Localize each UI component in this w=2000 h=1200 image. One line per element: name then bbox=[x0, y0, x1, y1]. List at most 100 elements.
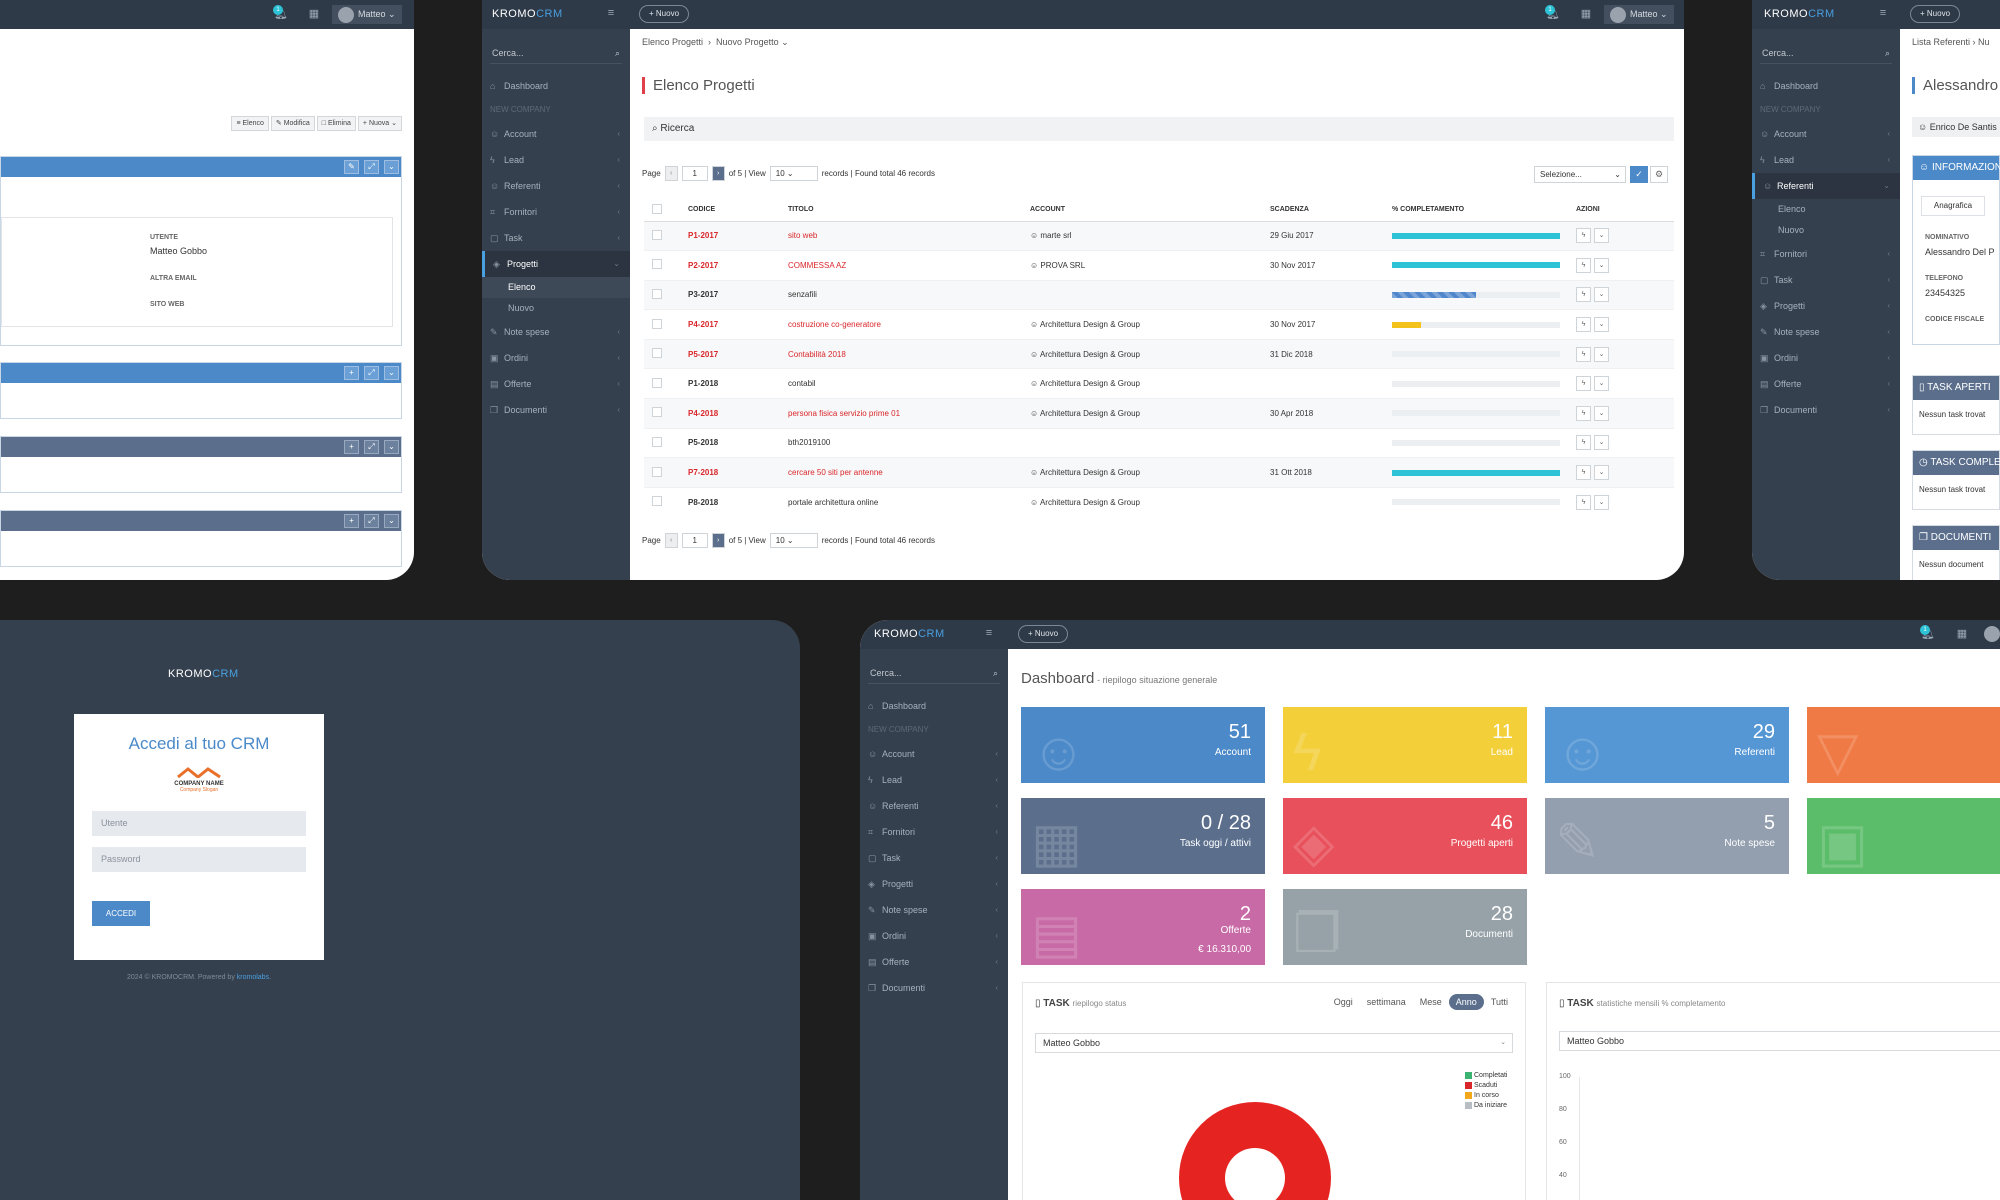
legend-item[interactable]: In corso bbox=[1465, 1091, 1507, 1101]
sidebar-subitem-elenco[interactable]: Elenco bbox=[1778, 204, 1806, 214]
sidebar-item-account[interactable]: ☺ Account ‹ bbox=[860, 741, 1008, 767]
column-titolo[interactable]: TITOLO bbox=[780, 199, 1022, 222]
bolt-icon[interactable]: ϟ bbox=[1576, 287, 1591, 303]
sidebar-item-account[interactable]: ☺ Account ‹ bbox=[482, 121, 630, 147]
project-code[interactable]: P1-2017 bbox=[680, 220, 780, 251]
breadcrumb-item[interactable]: Lista Referenti bbox=[1912, 37, 1971, 47]
project-code[interactable]: P7-2018 bbox=[680, 457, 780, 488]
sidebar-item-dashboard[interactable]: ⌂ Dashboard bbox=[482, 73, 630, 99]
stat-tile[interactable]: ◈ 46 Progetti aperti bbox=[1283, 798, 1527, 874]
password-field[interactable]: Password bbox=[92, 847, 306, 872]
new-button[interactable]: + Nuovo bbox=[639, 5, 690, 23]
chevron-down-icon[interactable]: ⌄ bbox=[1594, 287, 1609, 303]
bolt-icon[interactable]: ϟ bbox=[1576, 376, 1591, 392]
sidebar-item-ordini[interactable]: ▣ Ordini ‹ bbox=[1752, 345, 1900, 371]
sidebar-item-note-spese[interactable]: ✎ Note spese ‹ bbox=[482, 319, 630, 345]
bolt-icon[interactable]: ϟ bbox=[1576, 228, 1591, 244]
bolt-icon[interactable]: ϟ bbox=[1576, 317, 1591, 333]
project-title[interactable]: senzafili bbox=[780, 279, 1022, 310]
table-row[interactable]: P1-2018 contabil ☺ Architettura Design & G… bbox=[644, 368, 1674, 399]
stat-tile[interactable]: ϟ 11 Lead bbox=[1283, 707, 1527, 783]
search-input[interactable]: ⌕ Ricerca bbox=[644, 117, 1674, 141]
avatar[interactable] bbox=[1984, 626, 2000, 642]
edit-icon[interactable]: ✎ bbox=[344, 160, 359, 174]
chevron-down-icon[interactable]: ⌄ bbox=[1594, 317, 1609, 333]
hamburger-icon[interactable]: ≡ bbox=[607, 7, 615, 19]
table-row[interactable]: P8-2018 portale architettura online ☺ Arch… bbox=[644, 486, 1674, 517]
project-title[interactable]: cercare 50 siti per antenne bbox=[780, 457, 1022, 488]
project-title[interactable]: contabil bbox=[780, 368, 1022, 399]
breadcrumb-item[interactable]: Nuovo Progetto bbox=[716, 37, 779, 47]
project-title[interactable]: bth2019100 bbox=[780, 427, 1022, 458]
bolt-icon[interactable]: ϟ bbox=[1576, 435, 1591, 451]
elenco-button[interactable]: ≡ Elenco bbox=[231, 116, 269, 131]
project-account[interactable]: ☺ Architettura Design & Group bbox=[1022, 398, 1262, 429]
sidebar-item-offerte[interactable]: ▤ Offerte ‹ bbox=[482, 371, 630, 397]
sidebar-item-progetti[interactable]: ◈ Progetti ‹ bbox=[860, 871, 1008, 897]
sidebar-item-account[interactable]: ☺ Account ‹ bbox=[1752, 121, 1900, 147]
calendar-icon[interactable]: ▦ bbox=[308, 8, 320, 20]
sidebar-item-ordini[interactable]: ▣ Ordini ‹ bbox=[482, 345, 630, 371]
bulk-select[interactable]: Selezione... ⌄ bbox=[1534, 166, 1626, 183]
row-checkbox[interactable] bbox=[644, 309, 680, 340]
row-checkbox[interactable] bbox=[644, 457, 680, 488]
collapse-icon[interactable]: ⌄ bbox=[384, 440, 399, 454]
search-input[interactable]: Cerca... ⌕ bbox=[490, 42, 622, 64]
hamburger-icon[interactable]: ≡ bbox=[985, 627, 993, 639]
chevron-down-icon[interactable]: ⌄ bbox=[1594, 465, 1609, 481]
column-completamento[interactable]: % COMPLETAMENTO bbox=[1384, 199, 1568, 222]
row-checkbox[interactable] bbox=[644, 250, 680, 281]
chevron-down-icon[interactable]: ⌄ bbox=[1594, 494, 1609, 510]
select-all-checkbox[interactable] bbox=[644, 199, 680, 222]
sidebar-item-lead[interactable]: ϟ Lead ‹ bbox=[1752, 147, 1900, 173]
bolt-icon[interactable]: ϟ bbox=[1576, 405, 1591, 421]
project-title[interactable]: Contabilità 2018 bbox=[780, 338, 1022, 369]
table-row[interactable]: P4-2017 costruzione co-generatore ☺ Archit… bbox=[644, 309, 1674, 340]
user-select[interactable]: Matteo Gobbo bbox=[1559, 1031, 2000, 1051]
period-option[interactable]: settimana bbox=[1366, 997, 1406, 1007]
breadcrumb-item[interactable]: Nu bbox=[1978, 37, 1990, 47]
expand-icon[interactable]: ⤢ bbox=[364, 514, 379, 528]
chevron-down-icon[interactable]: ⌄ bbox=[1594, 435, 1609, 451]
project-code[interactable]: P8-2018 bbox=[680, 486, 780, 517]
sidebar-item-dashboard[interactable]: ⌂ Dashboard bbox=[860, 693, 1008, 719]
legend-item[interactable]: Completati bbox=[1465, 1071, 1507, 1081]
sidebar-item-referenti[interactable]: ☺ Referenti ⌄ bbox=[1752, 173, 1900, 199]
stat-tile[interactable]: ▦ 0 / 28 Task oggi / attivi bbox=[1021, 798, 1265, 874]
sidebar-item-documenti[interactable]: ❐ Documenti ‹ bbox=[482, 397, 630, 423]
bolt-icon[interactable]: ϟ bbox=[1576, 465, 1591, 481]
kromolabs-link[interactable]: kromolabs bbox=[236, 974, 270, 981]
row-checkbox[interactable] bbox=[644, 338, 680, 369]
tab-anagrafica[interactable]: Anagrafica bbox=[1921, 196, 1985, 216]
elimina-button[interactable]: □ Elimina bbox=[316, 116, 356, 131]
project-code[interactable]: P5-2017 bbox=[680, 338, 780, 369]
modifica-button[interactable]: ✎ Modifica bbox=[270, 116, 315, 131]
settings-button[interactable]: ⚙ bbox=[1650, 166, 1668, 183]
sidebar-item-fornitori[interactable]: ⌗ Fornitori ‹ bbox=[1752, 241, 1900, 267]
project-code[interactable]: P4-2018 bbox=[680, 398, 780, 429]
user-menu[interactable]: Matteo ⌄ bbox=[1604, 5, 1674, 24]
column-scadenza[interactable]: SCADENZA bbox=[1262, 199, 1384, 222]
table-row[interactable]: P5-2017 Contabilità 2018 ☺ Architettura De… bbox=[644, 338, 1674, 369]
stat-tile[interactable]: ☺ 51 Account bbox=[1021, 707, 1265, 783]
project-account[interactable]: ☺ Architettura Design & Group bbox=[1022, 486, 1262, 517]
project-title[interactable]: sito web bbox=[780, 220, 1022, 251]
user-select[interactable]: Matteo Gobbo ⌄ bbox=[1035, 1033, 1513, 1053]
table-row[interactable]: P3-2017 senzafili ϟ ⌄ bbox=[644, 279, 1674, 310]
sidebar-item-referenti[interactable]: ☺ Referenti ‹ bbox=[860, 793, 1008, 819]
sidebar-item-referenti[interactable]: ☺ Referenti ‹ bbox=[482, 173, 630, 199]
project-account[interactable]: ☺ Architettura Design & Group bbox=[1022, 338, 1262, 369]
chevron-down-icon[interactable]: ⌄ bbox=[1594, 228, 1609, 244]
sidebar-item-note-spese[interactable]: ✎ Note spese ‹ bbox=[860, 897, 1008, 923]
project-code[interactable]: P4-2017 bbox=[680, 309, 780, 340]
login-button[interactable]: ACCEDI bbox=[92, 901, 150, 926]
expand-icon[interactable]: ⤢ bbox=[364, 440, 379, 454]
view-select[interactable]: 10 ⌄ bbox=[769, 533, 818, 548]
sidebar-subitem-nuovo[interactable]: Nuovo bbox=[508, 303, 535, 313]
project-code[interactable]: P3-2017 bbox=[680, 279, 780, 310]
view-select[interactable]: 10 ⌄ bbox=[769, 166, 818, 181]
expand-icon[interactable]: ⤢ bbox=[364, 160, 379, 174]
plus-icon[interactable]: + bbox=[344, 514, 359, 528]
page-input[interactable]: 1 bbox=[681, 533, 708, 548]
project-title[interactable]: COMMESSA AZ bbox=[780, 250, 1022, 281]
